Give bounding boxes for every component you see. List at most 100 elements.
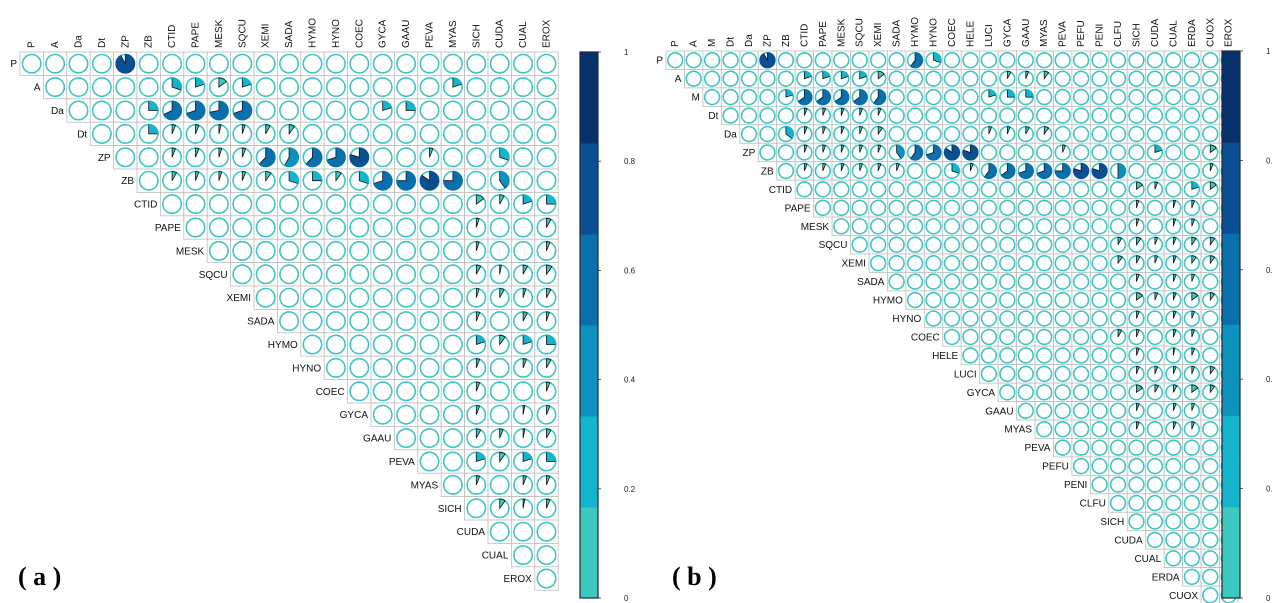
pie-arc — [302, 170, 323, 191]
pie-circle — [962, 328, 979, 346]
pie-circle — [1202, 457, 1219, 475]
pie-circle — [1091, 365, 1108, 383]
pie-circle — [1202, 550, 1219, 567]
pie-circle — [1091, 439, 1108, 456]
pie-circle — [1109, 125, 1127, 143]
pie-circle — [943, 273, 961, 290]
pie-slice — [840, 107, 845, 116]
pie-slice — [1172, 421, 1177, 430]
pie-slice — [1191, 347, 1196, 356]
pie-circle — [667, 52, 684, 69]
pie-circle — [1054, 254, 1071, 272]
pie-circle — [396, 381, 417, 402]
pie-slice — [475, 405, 481, 415]
pie-circle — [1091, 310, 1108, 327]
pie-slice — [475, 311, 481, 322]
pie-slice — [546, 358, 552, 369]
pie-circle — [1146, 199, 1164, 217]
pie-circle — [962, 273, 979, 290]
pie-circle — [1036, 384, 1053, 401]
colorbar-tick-label: 0.6 — [624, 266, 636, 275]
pie-arc — [349, 170, 370, 191]
pie-circle — [1183, 513, 1201, 530]
row-tick-label: PAPE — [785, 203, 811, 214]
col-tick-label: A — [689, 40, 700, 47]
pie-circle — [1109, 181, 1127, 198]
row-tick-label: XEMI — [227, 293, 251, 304]
pie-circle — [1128, 162, 1145, 180]
pie-circle — [851, 236, 868, 253]
pie-circle — [1091, 291, 1108, 309]
pie-circle — [442, 287, 463, 308]
pie-circle — [255, 77, 276, 98]
pie-circle — [1146, 310, 1164, 327]
pie-arc — [372, 100, 393, 121]
pie-circle — [925, 107, 942, 124]
row-tick-label: Da — [51, 106, 64, 117]
pie-circle — [489, 357, 510, 378]
pie-circle — [1036, 218, 1053, 235]
pie-circle — [1109, 88, 1127, 106]
pie-circle — [962, 236, 979, 253]
pie-circle — [1202, 125, 1219, 143]
pie-circle — [777, 70, 795, 87]
pie-circle — [906, 254, 924, 272]
pie-slice — [1154, 384, 1160, 393]
pie-circle — [1165, 52, 1182, 69]
pie-circle — [1072, 88, 1090, 106]
row-tick-label: ZB — [121, 176, 134, 187]
pie-circle — [442, 428, 463, 449]
pie-circle — [1165, 70, 1182, 87]
pie-circle — [255, 217, 276, 238]
pie-circle — [1072, 273, 1090, 290]
pie-circle — [1183, 439, 1201, 456]
pie-slice — [896, 163, 900, 172]
pie-circle — [442, 100, 463, 121]
pie-circle — [1072, 107, 1090, 124]
pie-circle — [138, 170, 159, 191]
pie-circle — [302, 287, 323, 308]
pie-circle — [943, 181, 961, 198]
pie-circle — [980, 291, 998, 309]
pie-circle — [396, 334, 417, 355]
pie-slice — [877, 163, 882, 172]
pie-slice — [1025, 70, 1030, 79]
pie-circle — [1054, 328, 1071, 346]
pie-circle — [740, 52, 758, 69]
pie-slice — [1191, 236, 1197, 246]
pie-circle — [1146, 457, 1164, 475]
col-tick-label: CTID — [799, 24, 810, 47]
pie-circle — [962, 254, 979, 272]
pie-circle — [1036, 365, 1053, 383]
pie-circle — [869, 181, 887, 198]
pie-circle — [906, 88, 924, 106]
pie-circle — [1072, 218, 1090, 235]
pie-circle — [1165, 457, 1182, 475]
pie-circle — [962, 70, 979, 87]
pie-circle — [1036, 254, 1053, 272]
pie-circle — [1054, 347, 1071, 364]
pie-circle — [1017, 236, 1034, 253]
pie-circle — [255, 100, 276, 121]
pie-circle — [1165, 162, 1182, 180]
pie-circle — [419, 428, 440, 449]
pie-circle — [1183, 52, 1201, 69]
pie-circle — [325, 194, 346, 215]
col-tick-label: HYNO — [929, 18, 940, 47]
pie-circle — [1128, 107, 1145, 124]
pie-slice — [499, 264, 502, 275]
pie-circle — [925, 310, 942, 327]
pie-circle — [1109, 310, 1127, 327]
pie-circle — [999, 199, 1016, 217]
row-tick-label: EROX — [503, 574, 532, 585]
pie-circle — [1017, 402, 1034, 419]
pie-circle — [396, 217, 417, 238]
panel-a-label: ( a ) — [18, 562, 61, 591]
pie-circle — [185, 53, 206, 74]
pie-arc — [980, 162, 997, 180]
pie-slice — [1191, 366, 1196, 375]
pie-circle — [925, 218, 942, 235]
pie-circle — [1128, 144, 1145, 161]
pie-circle — [396, 77, 417, 98]
pie-circle — [943, 328, 961, 346]
